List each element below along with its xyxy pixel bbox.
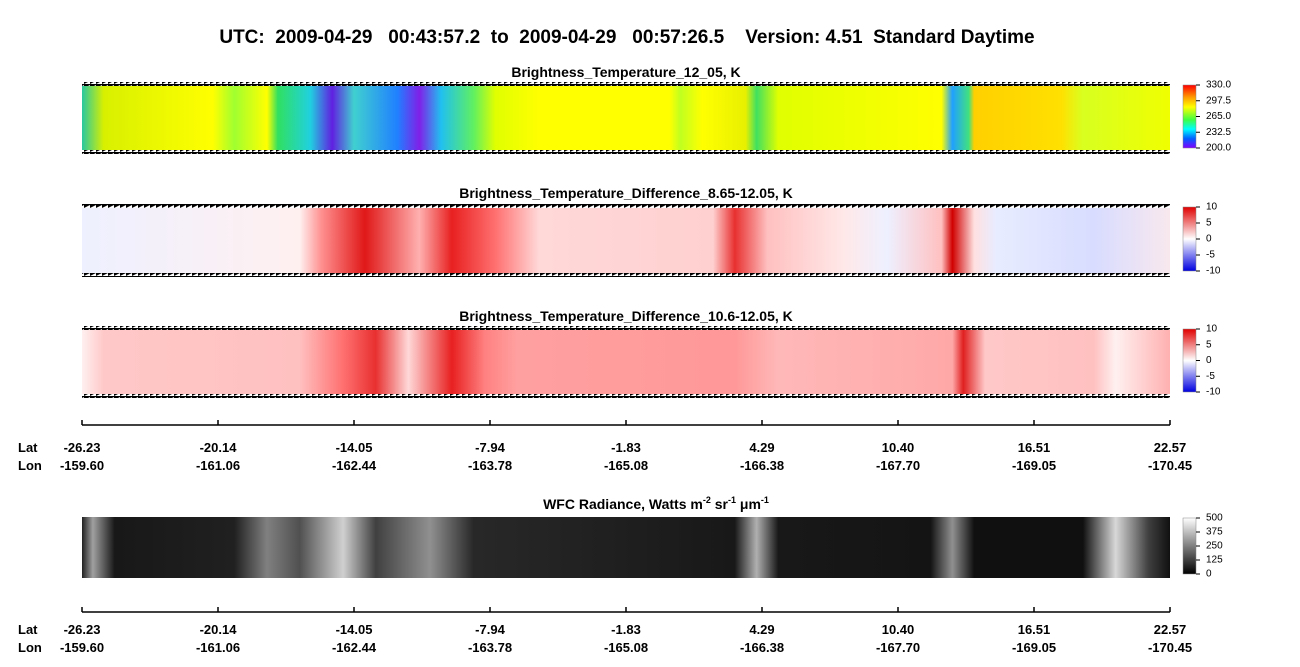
lon-tick-label: -163.78: [468, 640, 512, 655]
colorbar-label: 0: [1206, 355, 1212, 366]
colorbar-label: 330.0: [1206, 80, 1231, 91]
image-strip: [82, 328, 1170, 396]
lon-tick-label: -161.06: [196, 640, 240, 655]
lon-tick-label: -163.78: [468, 458, 512, 473]
image-strip: [82, 206, 1170, 275]
lat-tick-label: -14.05: [336, 440, 373, 455]
lon-label: Lon: [18, 458, 42, 473]
colorbar-label: 5: [1206, 218, 1212, 229]
lat-tick-label: -26.23: [64, 440, 101, 455]
lat-tick-label: 4.29: [749, 622, 774, 637]
lat-tick-label: -20.14: [200, 622, 238, 637]
image-strip: [82, 517, 1170, 578]
colorbar-label: -10: [1206, 266, 1221, 277]
colorbar-label: 265.0: [1206, 111, 1231, 122]
colorbar-label: 232.5: [1206, 127, 1231, 138]
lon-tick-label: -167.70: [876, 640, 920, 655]
lat-tick-label: -20.14: [200, 440, 238, 455]
image-strip: [82, 84, 1170, 152]
colorbar: [1182, 84, 1197, 149]
lon-tick-label: -170.45: [1148, 458, 1192, 473]
strip-edge: [82, 273, 1170, 277]
colorbar-label: 5: [1206, 339, 1212, 350]
title-part: -1: [728, 495, 736, 505]
panel-title: Brightness_Temperature_Difference_10.6-1…: [459, 308, 793, 324]
title-part: sr: [711, 496, 729, 512]
lat-tick-label: -26.23: [64, 622, 101, 637]
lat-tick-label: -7.94: [475, 622, 505, 637]
lat-tick-label: 16.51: [1018, 440, 1051, 455]
lon-tick-label: -166.38: [740, 640, 784, 655]
lat-tick-label: 4.29: [749, 440, 774, 455]
strip-edge: [82, 394, 1170, 398]
lat-tick-label: 10.40: [882, 622, 915, 637]
colorbar-label: -10: [1206, 387, 1221, 398]
lon-tick-label: -165.08: [604, 640, 648, 655]
lon-tick-label: -169.05: [1012, 640, 1056, 655]
lat-tick-label: 22.57: [1154, 440, 1187, 455]
title-part: -2: [703, 495, 711, 505]
colorbar-label: 0: [1206, 569, 1212, 580]
lat-tick-label: -7.94: [475, 440, 505, 455]
lon-tick-label: -166.38: [740, 458, 784, 473]
colorbar-label: -5: [1206, 250, 1215, 261]
lat-label: Lat: [18, 440, 38, 455]
lon-tick-label: -170.45: [1148, 640, 1192, 655]
colorbar: [1182, 206, 1197, 272]
colorbar-label: 375: [1206, 527, 1223, 538]
lon-tick-label: -162.44: [332, 640, 377, 655]
title-part: WFC Radiance, Watts m: [543, 496, 703, 512]
lon-tick-label: -162.44: [332, 458, 377, 473]
colorbar: [1182, 328, 1197, 393]
main-title: UTC: 2009-04-29 00:43:57.2 to 2009-04-29…: [219, 27, 1034, 48]
colorbar-label: 10: [1206, 324, 1218, 335]
lat-tick-label: -14.05: [336, 622, 373, 637]
strip-edge: [82, 326, 1170, 330]
lat-tick-label: -1.83: [611, 622, 641, 637]
lon-label: Lon: [18, 640, 42, 655]
colorbar-label: 10: [1206, 202, 1218, 213]
lon-tick-label: -161.06: [196, 458, 240, 473]
colorbar-label: 500: [1206, 513, 1223, 524]
lon-tick-label: -169.05: [1012, 458, 1056, 473]
lon-tick-label: -167.70: [876, 458, 920, 473]
colorbar-label: 297.5: [1206, 95, 1231, 106]
lat-label: Lat: [18, 622, 38, 637]
title-part: μm: [736, 496, 761, 512]
panel-title: Brightness_Temperature_12_05, K: [511, 64, 740, 80]
colorbar: [1182, 517, 1197, 575]
colorbar-label: 0: [1206, 234, 1212, 245]
strip-edge: [82, 150, 1170, 154]
strip-edge: [82, 204, 1170, 208]
lon-tick-label: -159.60: [60, 458, 104, 473]
lat-tick-label: 10.40: [882, 440, 915, 455]
colorbar-label: 250: [1206, 541, 1223, 552]
colorbar-label: 200.0: [1206, 143, 1231, 154]
colorbar-label: 125: [1206, 555, 1223, 566]
title-part: -1: [761, 495, 769, 505]
lon-tick-label: -165.08: [604, 458, 648, 473]
lat-tick-label: 22.57: [1154, 622, 1187, 637]
colorbar-label: -5: [1206, 371, 1215, 382]
lat-tick-label: -1.83: [611, 440, 641, 455]
lon-tick-label: -159.60: [60, 640, 104, 655]
strip-edge: [82, 82, 1170, 86]
panel-title: WFC Radiance, Watts m-2 sr-1 μm-1: [543, 495, 769, 512]
panel-title: Brightness_Temperature_Difference_8.65-1…: [459, 185, 793, 201]
lat-tick-label: 16.51: [1018, 622, 1051, 637]
